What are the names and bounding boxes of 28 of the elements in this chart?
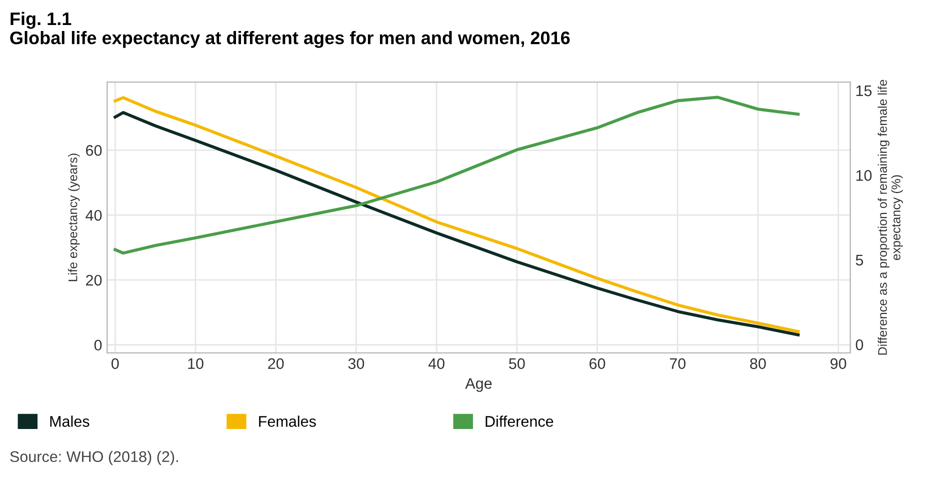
y2-axis-title: Difference as a proportion of remaining female life expectancy (%) [878,80,903,355]
chart-title: Fig. 1.1 [10,12,72,29]
y-tick-label: 0 [94,340,102,351]
x-tick-label: 90 [830,358,846,370]
x-tick-label: 20 [268,358,284,370]
x-tick-label: 40 [428,358,444,370]
source-note: Source: WHO (2018) (2). [10,450,178,466]
x-tick-label: 50 [509,358,525,370]
y2-tick-label: 5 [856,254,864,266]
y2-tick-label: 0 [856,339,864,350]
x-tick-label: 0 [112,358,119,370]
legend-label: Difference [486,416,554,427]
x-tick-label: 80 [750,358,766,370]
x-tick-label: 60 [590,358,606,370]
chart-subtitle: Global life expectancy at different ages for men and women, 2016 [10,31,570,48]
y2-tick-label: 10 [856,170,872,181]
y-tick-label: 20 [86,274,102,286]
x-tick-label: 30 [348,358,364,370]
x-tick-label: 10 [188,358,204,370]
x-tick-label: 70 [670,358,686,370]
line-series [114,96,800,255]
y2-tick-label: 15 [856,86,872,96]
x-axis-title: Age [465,378,492,392]
y-axis-title: Life expectancy (years) [68,154,80,282]
y-tick-label: 40 [86,210,102,221]
legend-label: Males [50,416,90,427]
y-tick-label: 60 [86,145,102,156]
legend-label: Females [259,416,316,427]
